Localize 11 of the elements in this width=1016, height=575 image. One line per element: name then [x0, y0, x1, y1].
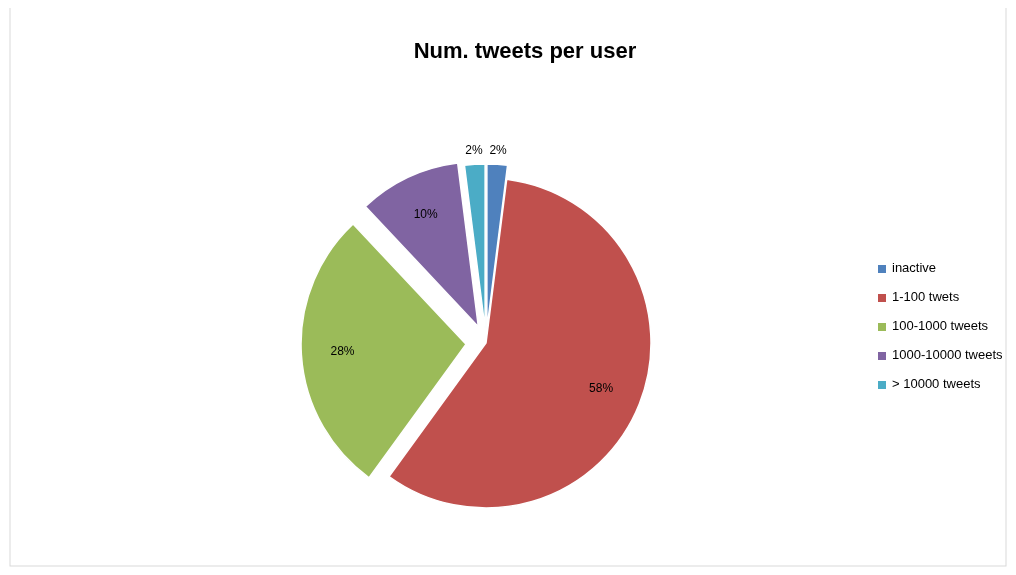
legend-label: 100-1000 tweets — [892, 318, 989, 334]
chart-title: Num. tweets per user — [413, 38, 637, 63]
data-label: 28% — [330, 344, 355, 359]
data-label: 58% — [589, 380, 614, 395]
data-label: 10% — [413, 206, 438, 221]
data-label: 2% — [465, 142, 483, 157]
legend-label: 1000-10000 tweets — [892, 347, 1004, 363]
legend-label: inactive — [892, 260, 937, 276]
legend-label: > 10000 tweets — [892, 376, 982, 392]
data-label: 2% — [489, 142, 508, 157]
legend-label: 1-100 twets — [892, 289, 960, 305]
